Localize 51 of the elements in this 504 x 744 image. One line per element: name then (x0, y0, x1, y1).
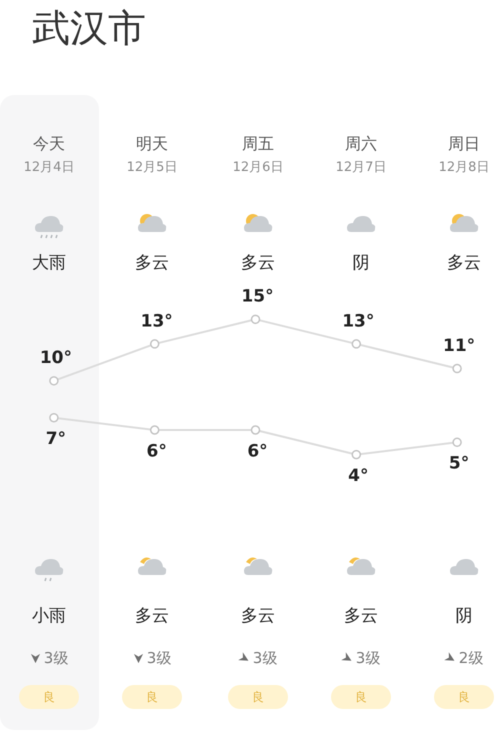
text: 多云 (134, 252, 170, 274)
text: 12月7日 (334, 159, 388, 177)
text: 2级 (458, 648, 484, 668)
text: 12月4日 (22, 159, 76, 177)
text: 3级 (252, 648, 278, 668)
data-label: 11° (442, 336, 475, 356)
text: 12月5日 (126, 159, 178, 177)
text: 阴 (454, 605, 474, 627)
text: 阴 (352, 252, 370, 274)
data-label: 15° (240, 286, 274, 307)
point (48, 376, 58, 386)
quality-pill: 良 (228, 685, 288, 709)
point (250, 425, 260, 435)
chart-title: 武汉市 (32, 5, 146, 52)
x-tick-label: 周六 (344, 134, 378, 154)
text: 3级 (356, 648, 380, 668)
x-tick-label: 今天 (32, 134, 66, 154)
data-label: 6° (146, 441, 166, 462)
x-tick-label: 周五 (241, 134, 275, 154)
text: 小雨 (31, 605, 67, 627)
text: 多云 (343, 605, 379, 627)
text: 多云 (446, 252, 482, 274)
text: 3级 (146, 648, 172, 668)
data-label: 5° (448, 454, 469, 474)
data-label: 6° (246, 441, 268, 462)
point (351, 450, 361, 460)
point (149, 425, 159, 435)
text: 多云 (240, 605, 276, 627)
point (149, 339, 159, 349)
text: 多云 (134, 605, 170, 627)
quality-pill: 良 (434, 685, 494, 709)
data-label: 13° (140, 311, 172, 332)
quality-pill: 良 (122, 685, 182, 709)
quality-pill: 良 (331, 685, 391, 709)
text: 3级 (44, 648, 68, 668)
x-tick-label: 周日 (447, 134, 481, 154)
text: 12月6日 (232, 159, 284, 177)
data-label: 7° (45, 429, 66, 450)
point (250, 314, 260, 324)
text: 12月8日 (438, 159, 490, 177)
data-label: 4° (348, 466, 368, 486)
x-tick-label: 明天 (135, 134, 169, 154)
data-label: 13° (342, 311, 374, 332)
point (351, 339, 361, 349)
point (48, 412, 58, 422)
point (452, 438, 462, 448)
data-label: 10° (39, 348, 72, 368)
point (452, 364, 462, 374)
text: 多云 (240, 252, 276, 274)
quality-pill: 良 (19, 685, 79, 709)
text: 大雨 (31, 252, 67, 274)
